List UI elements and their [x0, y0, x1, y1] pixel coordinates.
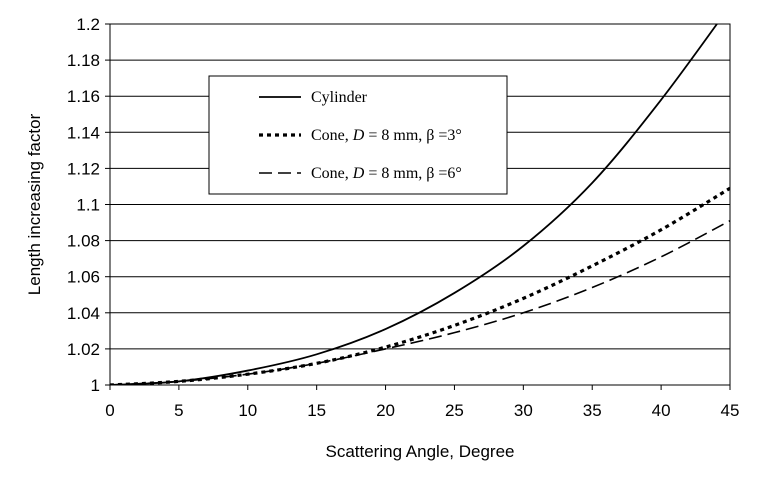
y-tick-label: 1.2 [76, 15, 100, 34]
legend-label-1: Cone, D = 8 mm, β =3° [311, 127, 462, 144]
legend-label-part: Cone, [311, 127, 353, 144]
y-tick-label: 1.14 [67, 123, 100, 142]
series-lines [110, 24, 730, 385]
x-tick-label: 20 [376, 401, 395, 420]
y-tick-label: 1.08 [67, 232, 100, 251]
y-tick-label: 1.16 [67, 87, 100, 106]
x-tick-label: 35 [583, 401, 602, 420]
legend-label-2: Cone, D = 8 mm, β =6° [311, 165, 462, 182]
legend-label-part: Cone, [311, 165, 353, 182]
legend-label-0: Cylinder [311, 89, 368, 106]
legend-label-part: D [352, 127, 365, 144]
x-tick-label: 5 [174, 401, 183, 420]
legend-box [208, 75, 508, 195]
y-tick-label: 1.18 [67, 51, 100, 70]
x-tick-label: 15 [307, 401, 326, 420]
axis-ticks: 1 1.02 1.04 1.06 1.08 1.1 1.12 1.14 1.16 1.18 1.2 0… [67, 15, 740, 420]
x-axis-title: Scattering Angle, Degree [325, 442, 514, 461]
series-line-2 [110, 220, 730, 385]
y-axis-title: Length increasing factor [25, 113, 44, 295]
x-tick-label: 40 [652, 401, 671, 420]
legend-label-part: = 8 mm, β =6° [364, 165, 461, 182]
x-tick-label: 0 [105, 401, 114, 420]
x-tick-label: 10 [238, 401, 257, 420]
y-tick-label: 1.06 [67, 268, 100, 287]
legend-label-part: D [352, 165, 365, 182]
y-tick-label: 1.12 [67, 159, 100, 178]
x-tick-label: 25 [445, 401, 464, 420]
series-line-1 [110, 186, 730, 385]
y-tick-label: 1.1 [76, 196, 100, 215]
legend-label-part: = 8 mm, β =3° [364, 127, 461, 144]
series-line-0 [110, 24, 719, 385]
x-tick-label: 30 [514, 401, 533, 420]
y-tick-label: 1.04 [67, 304, 100, 323]
y-tick-label: 1.02 [67, 340, 100, 359]
x-tick-label: 45 [721, 401, 740, 420]
y-tick-label: 1 [91, 376, 100, 395]
